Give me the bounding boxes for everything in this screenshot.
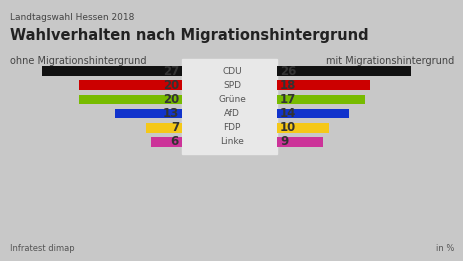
Bar [43,66,181,76]
Text: 7: 7 [170,121,179,134]
Text: AfD: AfD [224,109,239,118]
Text: 17: 17 [279,93,295,106]
Text: 26: 26 [279,64,296,78]
Text: Landtagswahl Hessen 2018: Landtagswahl Hessen 2018 [10,13,134,22]
Bar [276,123,328,133]
Text: Linke: Linke [219,138,244,146]
Text: ohne Migrationshintergrund: ohne Migrationshintergrund [10,56,146,66]
Bar [181,59,276,154]
Bar [79,94,181,104]
Text: 20: 20 [163,79,179,92]
Text: Grüne: Grüne [218,95,245,104]
Text: in %: in % [435,244,453,253]
Text: 18: 18 [279,79,296,92]
Text: Wahlverhalten nach Migrationshintergrund: Wahlverhalten nach Migrationshintergrund [10,28,368,43]
Text: CDU: CDU [222,67,241,76]
Bar [276,66,410,76]
Bar [114,109,181,118]
Bar [145,123,181,133]
Bar [79,80,181,90]
Text: 6: 6 [170,135,179,149]
Text: 27: 27 [163,64,179,78]
Text: 9: 9 [279,135,288,149]
Text: SPD: SPD [223,81,240,90]
Bar [276,94,364,104]
Text: 13: 13 [163,107,179,120]
Text: FDP: FDP [223,123,240,132]
Bar [150,137,181,147]
Text: Infratest dimap: Infratest dimap [10,244,75,253]
Text: 14: 14 [279,107,296,120]
Bar [276,109,349,118]
Text: mit Migrationshintergrund: mit Migrationshintergrund [325,56,453,66]
Bar [276,137,323,147]
Bar [276,80,369,90]
Text: 10: 10 [279,121,295,134]
Text: 20: 20 [163,93,179,106]
